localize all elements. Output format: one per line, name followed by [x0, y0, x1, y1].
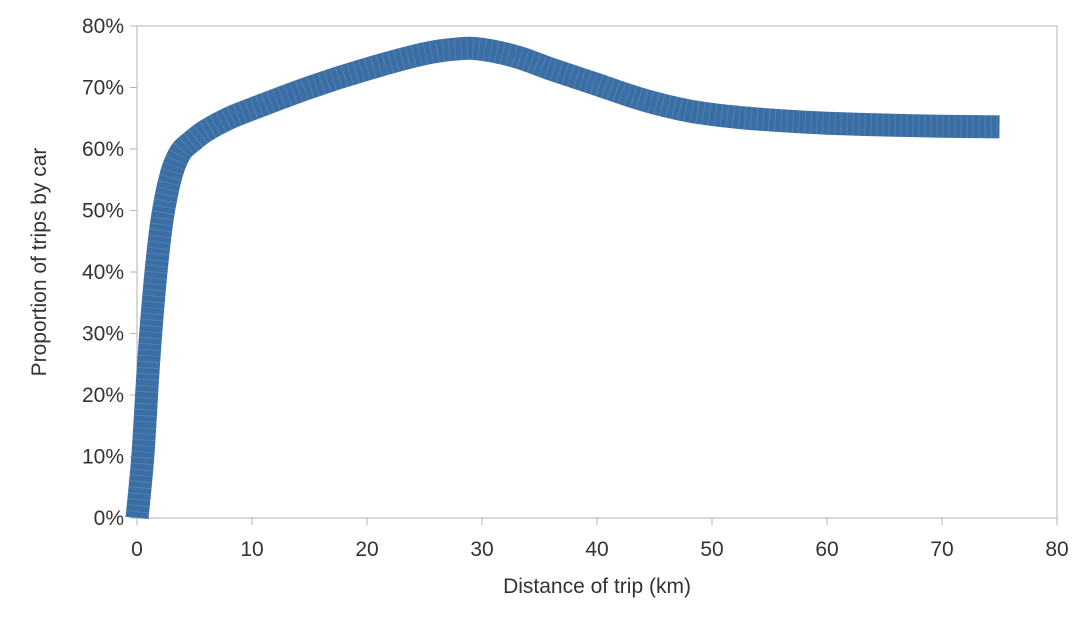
y-tick-label: 40%	[82, 261, 124, 284]
x-axis-ticks: 0 10 20 30 40 50 60 70 80	[131, 518, 1069, 561]
series-layer	[137, 48, 1000, 518]
y-tick-label: 0%	[94, 507, 124, 530]
x-tick-label: 70	[930, 538, 953, 561]
y-tick-label: 20%	[82, 384, 124, 407]
x-tick-label: 50	[700, 538, 723, 561]
x-tick-label: 30	[470, 538, 493, 561]
y-tick-label: 70%	[82, 77, 124, 100]
x-tick-label: 0	[131, 538, 143, 561]
y-axis-ticks: 0% 10% 20% 30% 40% 50% 60% 70% 80%	[82, 15, 137, 530]
y-tick-label: 60%	[82, 138, 124, 161]
x-axis-title: Distance of trip (km)	[503, 575, 691, 598]
y-tick-label: 30%	[82, 323, 124, 346]
x-tick-label: 60	[815, 538, 838, 561]
y-tick-label: 80%	[82, 15, 124, 38]
x-tick-label: 10	[240, 538, 263, 561]
y-tick-label: 50%	[82, 200, 124, 223]
y-axis-title: Proportion of trips by car	[28, 148, 51, 377]
series-line	[137, 48, 1000, 518]
x-tick-label: 20	[355, 538, 378, 561]
x-tick-label: 80	[1045, 538, 1068, 561]
y-tick-label: 10%	[82, 446, 124, 469]
x-tick-label: 40	[585, 538, 608, 561]
